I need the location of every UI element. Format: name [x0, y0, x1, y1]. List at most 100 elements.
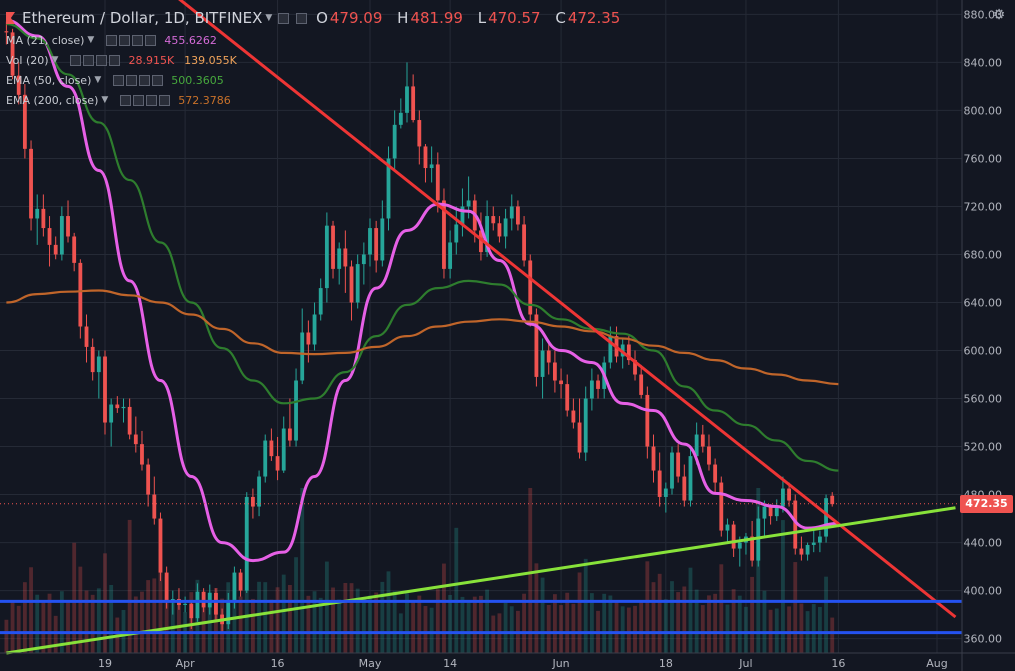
- gear-icon[interactable]: [296, 13, 308, 24]
- y-tick-label: 360.00: [964, 633, 1003, 646]
- x-tick-label: Jul: [738, 657, 752, 670]
- volume-bar: [781, 520, 785, 653]
- chevron-down-icon[interactable]: ▼: [265, 13, 273, 23]
- trend-line: [6, 506, 956, 655]
- candle-body: [719, 482, 724, 531]
- volume-bar: [263, 582, 268, 653]
- eye-icon[interactable]: [278, 13, 290, 24]
- candle-body: [164, 572, 169, 601]
- volume-bar: [663, 599, 668, 653]
- volume-bar: [577, 572, 582, 653]
- candle-body: [713, 464, 718, 483]
- candle-body: [257, 476, 261, 507]
- candle-body: [405, 86, 409, 113]
- volume-bar: [750, 576, 755, 653]
- volume-bar: [109, 585, 114, 653]
- indicator-row-volume: Vol (20) ▼ 28.915K 139.055K: [6, 50, 630, 70]
- x-tick-label: 16: [271, 657, 285, 670]
- candle-body: [781, 488, 785, 507]
- volume-bar: [29, 567, 33, 653]
- volume-bar: [485, 589, 490, 653]
- volume-bar: [626, 607, 631, 653]
- candle-body: [343, 248, 348, 267]
- candle-body: [571, 410, 576, 423]
- indicator-label[interactable]: EMA (50, close): [6, 73, 92, 87]
- volume-bar: [657, 573, 662, 653]
- candle-body: [762, 506, 767, 519]
- candle-body: [59, 216, 64, 255]
- candle-body: [152, 494, 157, 519]
- chevron-down-icon[interactable]: ▼: [101, 95, 109, 105]
- gear-icon[interactable]: [119, 34, 131, 46]
- eye-icon[interactable]: [113, 74, 125, 86]
- ohlc-close-value: 472.35: [567, 9, 621, 27]
- symbol-row: Ethereum / Dollar, 1D, BITFINEX ▼ O 479.0…: [6, 6, 630, 30]
- chevron-down-icon[interactable]: ▼: [51, 55, 59, 65]
- x-tick-label: May: [359, 657, 382, 670]
- gear-icon[interactable]: [126, 74, 138, 86]
- candle-body: [583, 398, 588, 453]
- candle-body: [349, 266, 354, 303]
- eye-icon[interactable]: [106, 34, 118, 46]
- candle-body: [411, 86, 416, 121]
- volume-bar: [565, 592, 570, 653]
- close-icon[interactable]: [145, 34, 157, 46]
- indicator-label[interactable]: MA (21, close): [6, 33, 85, 47]
- volume-bar: [546, 604, 551, 653]
- candle-body: [287, 428, 292, 441]
- indicator-row-ema50: EMA (50, close) ▼ 500.3605: [6, 70, 630, 90]
- candle-body: [417, 120, 422, 147]
- add-icon[interactable]: [132, 34, 144, 46]
- candle-body: [306, 332, 311, 345]
- flag-icon[interactable]: [6, 12, 15, 24]
- volume-bar: [522, 593, 526, 653]
- indicator-label[interactable]: Vol (20): [6, 53, 49, 67]
- eye-icon[interactable]: [70, 54, 82, 66]
- legend-panel: Ethereum / Dollar, 1D, BITFINEX ▼ O 479.0…: [6, 6, 630, 110]
- add-icon[interactable]: [146, 94, 158, 106]
- volume-bar: [103, 553, 107, 653]
- add-icon[interactable]: [96, 54, 108, 66]
- chevron-down-icon[interactable]: ▼: [87, 35, 95, 45]
- volume-bar: [146, 580, 151, 653]
- volume-bar: [238, 596, 243, 653]
- y-tick-label: 440.00: [964, 537, 1003, 550]
- indicator-row-ma21: MA (21, close) ▼ 455.6262: [6, 30, 630, 50]
- volume-bar: [90, 594, 95, 653]
- volume-bar: [84, 590, 89, 653]
- volume-bar: [417, 595, 422, 653]
- chevron-down-icon[interactable]: ▼: [94, 75, 102, 85]
- symbol-title[interactable]: Ethereum / Dollar, 1D, BITFINEX: [22, 9, 263, 27]
- close-icon[interactable]: [159, 94, 171, 106]
- volume-bar: [700, 605, 705, 653]
- volume-bar: [275, 587, 280, 653]
- add-icon[interactable]: [139, 74, 151, 86]
- candle-body: [731, 524, 736, 549]
- y-tick-label: 720.00: [964, 200, 1003, 213]
- settings-icon[interactable]: ⚙: [992, 7, 1006, 23]
- indicator-label[interactable]: EMA (200, close): [6, 93, 99, 107]
- volume-bar: [281, 574, 286, 653]
- gear-icon[interactable]: [133, 94, 145, 106]
- candle-body: [793, 500, 798, 549]
- volume-bar: [774, 608, 779, 653]
- volume-bar: [682, 586, 687, 653]
- volume-bar: [405, 593, 409, 653]
- gear-icon[interactable]: [83, 54, 95, 66]
- volume-bar: [583, 558, 588, 653]
- volume-bar: [318, 597, 323, 653]
- y-tick-label: 640.00: [964, 296, 1003, 309]
- candle-body: [454, 224, 459, 243]
- volume-bar: [269, 599, 274, 653]
- close-icon[interactable]: [152, 74, 164, 86]
- volume-bar: [22, 582, 27, 653]
- candle-body: [626, 344, 631, 361]
- volume-bar: [614, 601, 619, 653]
- candle-body: [318, 288, 323, 315]
- volume-bar: [177, 603, 181, 653]
- volume-bar: [164, 576, 169, 653]
- close-icon[interactable]: [109, 54, 121, 66]
- y-tick-label: 880.00: [964, 8, 1003, 21]
- eye-icon[interactable]: [120, 94, 132, 106]
